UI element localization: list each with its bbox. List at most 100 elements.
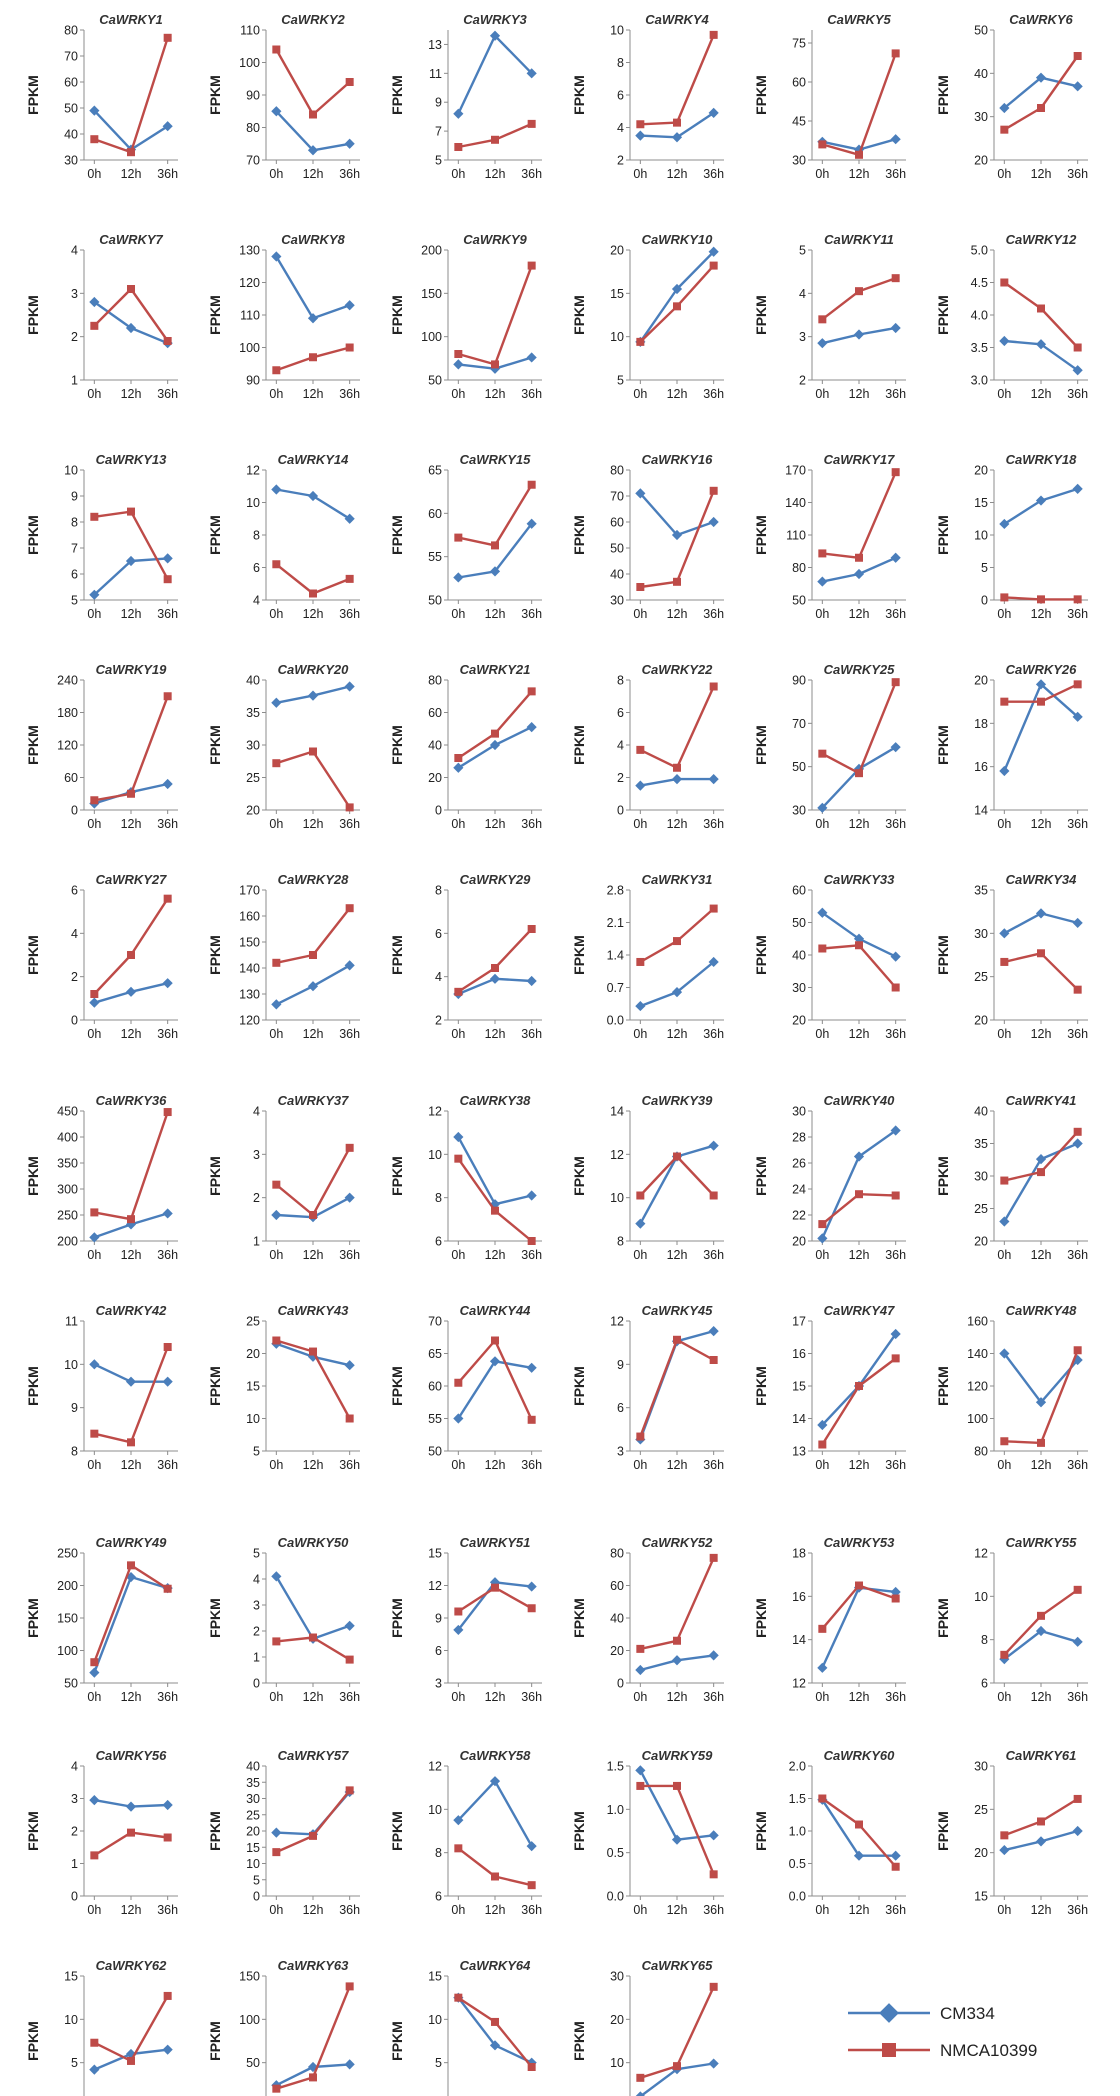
y-tick-label: 6 — [71, 568, 78, 582]
y-tick-label: 40 — [246, 1760, 260, 1774]
x-tick-label: 0h — [451, 1248, 465, 1262]
y-tick-label: 10 — [610, 24, 624, 38]
data-point-cm334-36h — [1072, 483, 1083, 494]
data-point-cm334-0h — [635, 1765, 646, 1776]
y-tick-label: 45 — [792, 115, 806, 129]
y-tick-label: 50 — [792, 916, 806, 930]
y-tick-label: 140 — [239, 962, 260, 976]
y-axis-label: FPKM — [207, 1366, 223, 1406]
y-axis-label: FPKM — [389, 1366, 405, 1406]
x-tick-label: 36h — [703, 607, 724, 621]
chart-title: CaWRKY65 — [642, 1958, 714, 1973]
y-tick-label: 0 — [71, 804, 78, 818]
y-tick-label: 10 — [428, 2013, 442, 2027]
x-tick-label: 36h — [157, 167, 178, 181]
y-tick-label: 0 — [253, 1677, 260, 1691]
data-point-cm334-36h — [708, 2058, 719, 2069]
series-line-cm334 — [639, 492, 715, 537]
y-tick-label: 130 — [239, 988, 260, 1002]
x-tick-label: 12h — [1031, 1248, 1052, 1262]
y-tick-label: 6 — [617, 89, 624, 103]
series-line-nmca10399 — [1003, 1588, 1079, 1656]
chart-panel-cawrky56: CaWRKY56 FPKM 0 1 2 3 4 0h 12h 36h — [25, 1748, 178, 1917]
y-tick-label: 10 — [64, 1358, 78, 1372]
y-tick-label: 6 — [981, 1677, 988, 1691]
y-axis-label: FPKM — [207, 725, 223, 765]
data-point-nmca10399-0h — [90, 1208, 99, 1217]
y-tick-label: 1 — [71, 1857, 78, 1871]
y-tick-label: 5 — [435, 2056, 442, 2070]
x-tick-label: 0h — [87, 387, 101, 401]
data-point-cm334-12h — [489, 2040, 501, 2051]
series-line-cm334 — [821, 1333, 897, 1426]
data-point-nmca10399-36h — [1073, 343, 1082, 352]
data-point-nmca10399-36h — [163, 33, 172, 42]
data-point-cm334-12h — [671, 283, 683, 295]
data-point-cm334-0h — [817, 907, 828, 918]
data-point-cm334-36h — [708, 956, 719, 968]
x-tick-label: 0h — [269, 167, 283, 181]
data-point-cm334-36h — [344, 300, 355, 311]
x-tick-label: 36h — [885, 1248, 906, 1262]
x-tick-label: 12h — [667, 817, 688, 831]
data-point-nmca10399-36h — [1073, 1585, 1082, 1594]
data-point-cm334-0h — [453, 762, 464, 773]
data-point-cm334-36h — [890, 552, 901, 563]
y-tick-label: 20 — [974, 1014, 988, 1028]
x-tick-label: 12h — [849, 167, 870, 181]
data-point-nmca10399-12h — [491, 2017, 499, 2026]
data-point-cm334-0h — [89, 105, 100, 116]
x-tick-label: 12h — [303, 387, 324, 401]
chart-title: CaWRKY11 — [824, 232, 894, 247]
y-tick-label: 30 — [610, 594, 624, 608]
y-tick-label: 170 — [239, 884, 260, 898]
chart-title: CaWRKY36 — [96, 1093, 168, 1108]
y-axis-label: FPKM — [935, 1811, 951, 1851]
y-tick-label: 28 — [792, 1131, 806, 1145]
data-point-nmca10399-0h — [1000, 1437, 1009, 1446]
y-axis-label: FPKM — [571, 2021, 587, 2061]
x-tick-label: 0h — [633, 387, 647, 401]
chart-panel-cawrky65: CaWRKY65FPKM01020300h12h36h — [571, 1958, 719, 2096]
y-tick-label: 80 — [610, 1547, 624, 1561]
y-axis-label: FPKM — [753, 1811, 769, 1851]
y-tick-label: 40 — [974, 67, 988, 81]
y-tick-label: 9 — [435, 96, 442, 110]
chart-panel-cawrky9: CaWRKY9 FPKM 50 100 150 200 0h 12h 36h — [389, 232, 542, 401]
y-tick-label: 15 — [246, 1841, 260, 1855]
data-point-nmca10399-0h — [272, 1180, 281, 1189]
x-tick-label: 0h — [87, 167, 101, 181]
series-line-nmca10399 — [822, 471, 897, 559]
y-tick-label: 10 — [610, 330, 624, 344]
y-tick-label: 10 — [610, 1191, 624, 1205]
data-point-nmca10399-12h — [491, 1583, 499, 1592]
data-point-cm334-36h — [162, 121, 173, 132]
data-point-nmca10399-12h — [855, 150, 863, 159]
x-tick-label: 36h — [1067, 1903, 1088, 1917]
x-tick-label: 0h — [997, 167, 1011, 181]
y-tick-label: 5 — [253, 1445, 260, 1459]
y-tick-label: 10 — [610, 2056, 624, 2070]
x-tick-label: 12h — [849, 1458, 870, 1472]
data-point-nmca10399-36h — [1073, 985, 1082, 994]
y-tick-label: 25 — [246, 771, 260, 785]
y-tick-label: 20 — [610, 1644, 624, 1658]
chart-panel-cawrky53: CaWRKY53 FPKM 12 14 16 18 0h 12h 36h — [753, 1535, 906, 1704]
chart-panel-cawrky26: CaWRKY26 FPKM 14 16 18 20 0h 12h 36h — [935, 662, 1088, 831]
data-point-nmca10399-12h — [127, 148, 135, 157]
data-point-nmca10399-12h — [127, 1215, 135, 1224]
y-tick-label: 50 — [792, 594, 806, 608]
data-point-nmca10399-0h — [272, 1637, 281, 1646]
data-point-cm334-36h — [1072, 1138, 1083, 1149]
data-point-cm334-12h — [1035, 1625, 1047, 1637]
y-tick-label: 75 — [792, 37, 806, 51]
chart-title: CaWRKY40 — [824, 1093, 896, 1108]
data-point-cm334-36h — [1072, 81, 1083, 92]
y-axis-label: FPKM — [753, 725, 769, 765]
chart-panel-cawrky6: CaWRKY6 FPKM 20 30 40 50 0h 12h 36h — [935, 12, 1088, 181]
y-tick-label: 0.7 — [607, 981, 624, 995]
data-point-nmca10399-36h — [527, 261, 536, 270]
x-tick-label: 12h — [667, 1690, 688, 1704]
y-tick-label: 30 — [64, 154, 78, 168]
